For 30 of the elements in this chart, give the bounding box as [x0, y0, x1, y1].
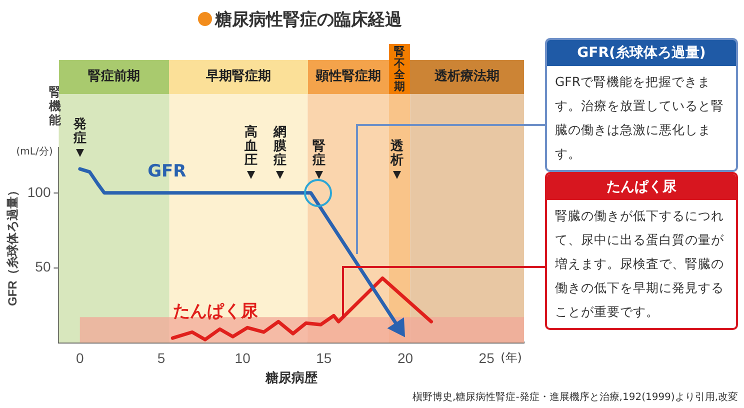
- text: (年): [500, 350, 522, 365]
- text: たんぱく尿: [547, 174, 736, 200]
- annotation: 透析: [389, 139, 404, 168]
- x-axis-title: 糖尿病歴: [264, 370, 318, 385]
- series-label: GFR: [148, 161, 186, 182]
- text: 腎臓の働きが低下するにつれて、尿中に出る蛋白質の量が増えます。尿検査で、腎臓の働きの低下を早期に発見することが重要です。: [554, 207, 725, 321]
- text: (mL/分): [16, 146, 53, 158]
- annotation: 腎症: [311, 139, 326, 168]
- y-tick-label: 100: [27, 184, 51, 200]
- x-tick-label: 15: [316, 350, 332, 366]
- x-tick-label: 25: [478, 350, 495, 366]
- band-label: 顕性腎症期: [314, 69, 382, 85]
- x-tick-label: 0: [76, 350, 84, 366]
- y-tick-label: 50: [35, 258, 51, 275]
- text: GFRで腎機能を把握できます。治療を放置していると腎臓の働きは急激に悪化します。: [554, 73, 725, 163]
- x-tick-label: 10: [234, 350, 251, 366]
- text: 発症: [72, 117, 88, 146]
- text: 腎機能: [48, 85, 62, 128]
- band-label: 腎症前期: [87, 69, 142, 85]
- text: GFR(糸球体ろ過量): [547, 40, 736, 66]
- x-tick-label: 5: [157, 350, 166, 366]
- y-axis-title: GFR（糸球体ろ過量）: [6, 184, 20, 306]
- annotation: 網膜症: [272, 125, 288, 168]
- band-label: 透析療法期: [434, 69, 501, 85]
- text: 槇野博史,糖尿病性腎症-発症・進展機序と治療,192(1999)より引用,改変: [412, 390, 738, 404]
- band-label: 早期腎症期: [205, 69, 272, 85]
- x-tick-label: 20: [397, 350, 414, 366]
- chart-title: 糖尿病性腎症の臨床経過: [215, 10, 402, 30]
- annotation: 高血圧: [243, 125, 258, 168]
- series-label: たんぱく尿: [173, 302, 260, 322]
